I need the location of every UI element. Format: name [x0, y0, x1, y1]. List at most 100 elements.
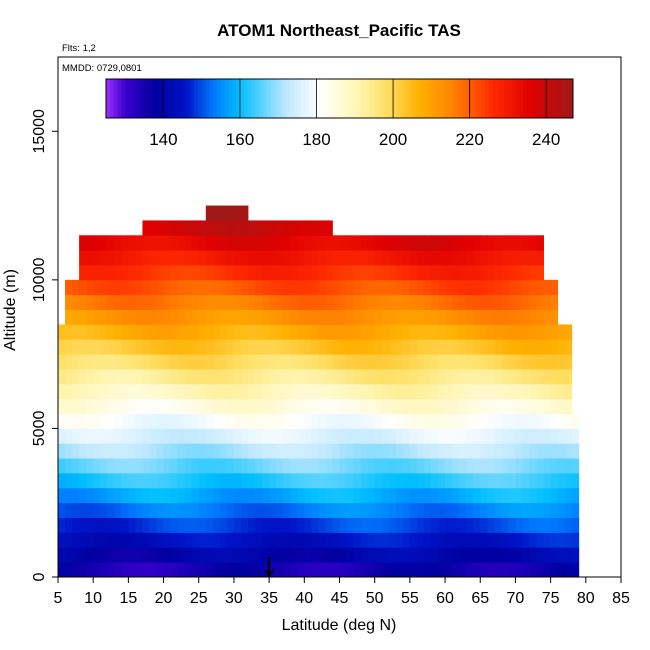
heatmap-cell [430, 443, 439, 459]
heatmap-cell [564, 428, 573, 444]
heatmap-cell [121, 279, 129, 296]
heatmap-cell [248, 309, 256, 325]
colorbar-swatch [282, 79, 287, 118]
heatmap-cell [283, 339, 291, 355]
heatmap-cell [184, 473, 193, 489]
heatmap-cell [114, 413, 122, 429]
x-tick-label: 25 [190, 590, 208, 607]
heatmap-cell [79, 547, 87, 563]
heatmap-cell [508, 532, 516, 548]
heatmap-cell [360, 279, 369, 296]
heatmap-cell [269, 428, 277, 444]
heatmap-cell [473, 265, 481, 281]
heatmap-cell [353, 502, 362, 518]
heatmap-cell [339, 458, 347, 474]
colorbar-swatch [373, 79, 379, 118]
heatmap-cell [163, 473, 171, 489]
heatmap-cell [430, 487, 439, 504]
heatmap-cell [170, 294, 179, 310]
heatmap-cell [515, 294, 523, 310]
colorbar-swatch [400, 79, 405, 118]
heatmap-cell [107, 279, 115, 296]
heatmap-cell [255, 487, 263, 504]
heatmap-cell [269, 473, 277, 489]
heatmap-cell [107, 324, 115, 340]
heatmap-cell [311, 443, 319, 459]
heatmap-cell [466, 265, 474, 281]
heatmap-cell [65, 309, 73, 325]
heatmap-cell [290, 473, 298, 489]
heatmap-cell [149, 369, 157, 385]
heatmap-cell [353, 369, 362, 385]
colorbar-swatch [236, 79, 241, 118]
heatmap-cell [557, 562, 566, 578]
heatmap-cell [381, 309, 390, 325]
heatmap-cell [374, 250, 383, 266]
heatmap-cell [198, 339, 207, 355]
heatmap-cell [423, 265, 432, 281]
heatmap-cell [240, 532, 249, 548]
heatmap-cell [473, 473, 481, 489]
heatmap-cell [438, 294, 446, 310]
heatmap-cell [128, 369, 136, 385]
heatmap-cell [86, 428, 94, 444]
heatmap-cell [255, 265, 263, 281]
colorbar-swatch [339, 79, 344, 118]
heatmap-cell [332, 547, 340, 563]
heatmap-cell [402, 398, 411, 414]
heatmap-cell [402, 562, 411, 578]
heatmap-cell [248, 532, 256, 548]
heatmap-cell [325, 443, 333, 459]
heatmap-cell [402, 458, 411, 474]
heatmap-cell [226, 443, 235, 459]
heatmap-cell [508, 354, 516, 370]
heatmap-cell [416, 413, 425, 429]
heatmap-cell [452, 443, 460, 459]
heatmap-cell [170, 383, 179, 400]
colorbar-swatch [289, 79, 294, 118]
heatmap-cell [325, 369, 333, 385]
heatmap-cell [135, 428, 143, 444]
heatmap-cell [480, 265, 488, 281]
heatmap-cell [360, 562, 369, 578]
heatmap-cell [255, 458, 263, 474]
heatmap-cell [163, 324, 171, 340]
heatmap-cell [487, 413, 495, 429]
heatmap-cell [226, 413, 235, 429]
heatmap-cell [72, 383, 80, 400]
heatmap-cell [93, 443, 101, 459]
heatmap-cell [445, 443, 453, 459]
heatmap-cell [276, 235, 284, 251]
heatmap-cell [79, 398, 87, 414]
heatmap-cell [156, 398, 164, 414]
heatmap-cell [290, 309, 298, 325]
heatmap-cell [184, 250, 193, 266]
heatmap-cell [191, 562, 200, 578]
heatmap-cell [367, 413, 376, 429]
heatmap-cell [360, 324, 369, 340]
heatmap-cell [297, 324, 305, 340]
heatmap-cell [550, 502, 559, 518]
heatmap-cell [395, 428, 404, 444]
heatmap-cell [107, 458, 115, 474]
heatmap-cell [205, 547, 214, 563]
heatmap-cell [332, 443, 340, 459]
colorbar-swatch [530, 79, 536, 118]
heatmap-cell [381, 279, 390, 296]
heatmap-cell [276, 265, 284, 281]
colorbar-swatch [121, 79, 126, 118]
y-tick-label: 5000 [31, 411, 48, 447]
heatmap-cell [65, 339, 73, 355]
x-tick-label: 80 [577, 590, 595, 607]
heatmap-cell [543, 413, 552, 429]
heatmap-cell [367, 383, 376, 400]
heatmap-cell [212, 265, 221, 281]
colorbar-swatch [354, 79, 360, 118]
colorbar-swatch [442, 79, 448, 118]
colorbar-swatch [301, 79, 306, 118]
heatmap-cell [438, 458, 446, 474]
heatmap-cell [529, 339, 537, 355]
heatmap-cell [304, 443, 312, 459]
marker-arrow-head [264, 569, 274, 578]
heatmap-cell [121, 324, 129, 340]
